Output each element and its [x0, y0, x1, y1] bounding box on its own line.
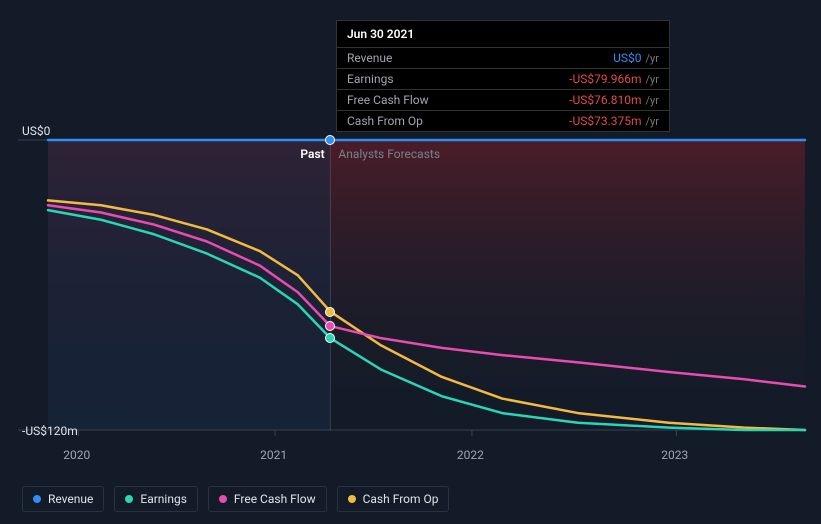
- legend-dot-icon: [348, 495, 356, 503]
- legend-label: Free Cash Flow: [234, 492, 316, 506]
- x-axis: 2020 2021 2022 2023: [48, 448, 805, 468]
- legend: Revenue Earnings Free Cash Flow Cash From O…: [22, 486, 449, 512]
- past-section-label: Past: [300, 147, 324, 161]
- tooltip-value: -US$73.375m: [569, 114, 641, 128]
- legend-label: Revenue: [48, 492, 93, 506]
- legend-dot-icon: [33, 495, 41, 503]
- forecast-section-label: Analysts Forecasts: [338, 147, 440, 161]
- legend-dot-icon: [125, 495, 133, 503]
- tooltip-label: Cash From Op: [347, 114, 423, 128]
- tooltip-value: US$0: [613, 51, 641, 65]
- tooltip-value: -US$79.966m: [569, 72, 641, 86]
- marker-fcf: [325, 321, 335, 331]
- x-axis-tick: 2021: [260, 448, 287, 462]
- tooltip-unit: /yr: [646, 73, 659, 86]
- tooltip-row: Cash From Op -US$73.375m/yr: [337, 111, 669, 131]
- tooltip-unit: /yr: [646, 94, 659, 107]
- legend-label: Cash From Op: [363, 492, 439, 506]
- legend-item-earnings[interactable]: Earnings: [114, 486, 198, 512]
- tooltip-row: Free Cash Flow -US$76.810m/yr: [337, 90, 669, 111]
- tooltip-unit: /yr: [646, 52, 659, 65]
- tooltip-date: Jun 30 2021: [337, 21, 669, 48]
- tooltip-label: Earnings: [347, 72, 394, 86]
- x-axis-tick: 2023: [661, 448, 688, 462]
- x-axis-tick: 2020: [63, 448, 90, 462]
- marker-cfo: [325, 307, 335, 317]
- tooltip-unit: /yr: [646, 115, 659, 128]
- y-axis-top-label: US$0: [22, 124, 50, 138]
- legend-item-cfo[interactable]: Cash From Op: [337, 486, 450, 512]
- marker-revenue: [325, 135, 335, 145]
- tooltip-label: Free Cash Flow: [347, 93, 429, 107]
- tooltip-row: Earnings -US$79.966m/yr: [337, 69, 669, 90]
- legend-item-fcf[interactable]: Free Cash Flow: [208, 486, 327, 512]
- hover-tooltip: Jun 30 2021 Revenue US$0/yr Earnings -US$79…: [336, 20, 670, 132]
- legend-label: Earnings: [140, 492, 187, 506]
- legend-item-revenue[interactable]: Revenue: [22, 486, 104, 512]
- tooltip-row: Revenue US$0/yr: [337, 48, 669, 69]
- tooltip-value: -US$76.810m: [569, 93, 641, 107]
- legend-dot-icon: [219, 495, 227, 503]
- y-axis-bottom-label: -US$120m: [22, 424, 78, 438]
- tooltip-label: Revenue: [347, 51, 392, 65]
- x-axis-tick: 2022: [457, 448, 484, 462]
- marker-earnings: [325, 333, 335, 343]
